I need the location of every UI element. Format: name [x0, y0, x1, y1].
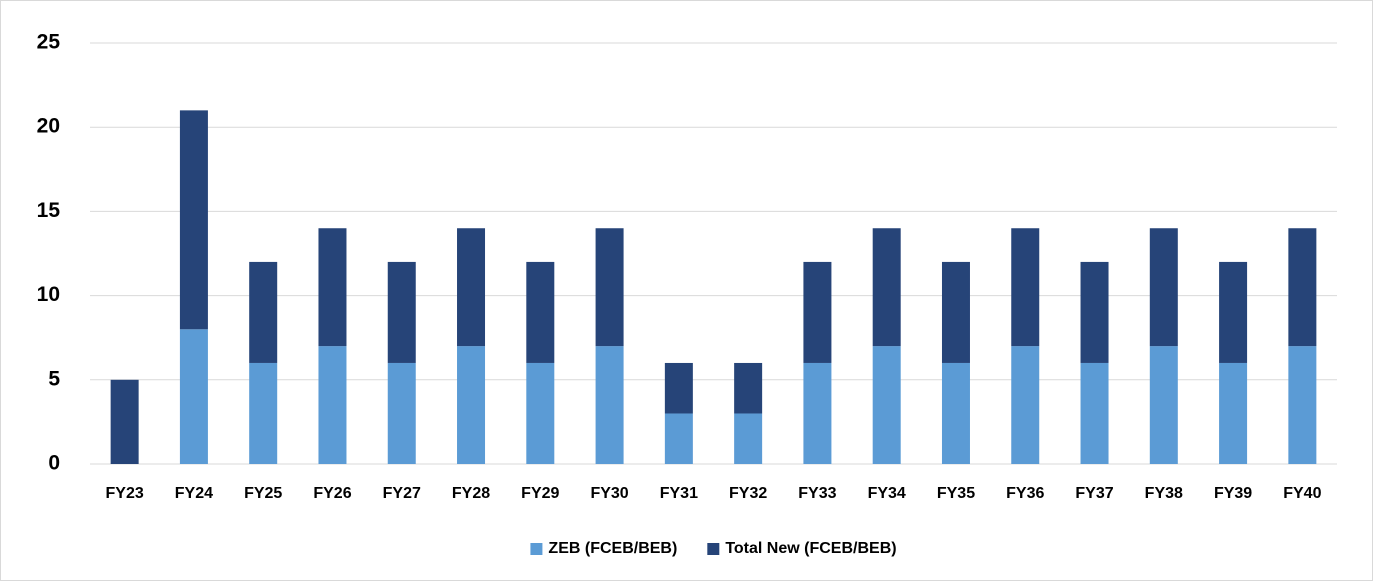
bar-segment [664, 413, 693, 464]
x-tick-label: FY32 [729, 485, 767, 502]
y-tick-label: 25 [37, 31, 61, 54]
x-tick-label: FY28 [452, 485, 490, 502]
bar-segment [941, 261, 970, 363]
bar-segment [803, 261, 832, 363]
x-tick-label: FY26 [313, 485, 351, 502]
bar-segment [1219, 261, 1248, 363]
y-tick-label: 5 [48, 367, 60, 390]
x-tick-label: FY38 [1145, 485, 1183, 502]
bar-segment [1149, 346, 1178, 464]
bar-segment [1080, 362, 1109, 464]
x-tick-label: FY36 [1006, 485, 1044, 502]
bar-segment [179, 329, 208, 464]
bar-segment [1011, 228, 1040, 347]
x-tick-label: FY25 [244, 485, 282, 502]
legend-label: Total New (FCEB/BEB) [725, 540, 896, 557]
x-tick-label: FY24 [175, 485, 213, 502]
y-tick-label: 0 [48, 452, 60, 475]
bar-segment [387, 261, 416, 363]
x-tick-label: FY40 [1283, 485, 1321, 502]
bar-segment [941, 362, 970, 464]
x-tick-label: FY27 [383, 485, 421, 502]
bar-segment [1288, 228, 1317, 347]
x-tick-label: FY35 [937, 485, 975, 502]
bar-segment [595, 346, 624, 464]
bar-segment [457, 228, 486, 347]
x-tick-label: FY29 [521, 485, 559, 502]
y-tick-label: 20 [37, 115, 60, 138]
y-tick-label: 15 [37, 199, 61, 222]
x-tick-label: FY37 [1075, 485, 1113, 502]
bar-segment [318, 346, 347, 464]
bar-segment [318, 228, 347, 347]
bar-segment [734, 362, 763, 414]
bar-segment [595, 228, 624, 347]
legend-swatch [530, 543, 543, 555]
x-tick-label: FY33 [798, 485, 836, 502]
bar-segment [110, 379, 139, 464]
bar-segment [1080, 261, 1109, 363]
bar-segment [1149, 228, 1178, 347]
x-tick-label: FY23 [106, 485, 144, 502]
legend-label: ZEB (FCEB/BEB) [548, 540, 677, 557]
bar-segment [526, 261, 555, 363]
legend-swatch [707, 543, 720, 555]
bar-segment [734, 413, 763, 464]
bar-segment [872, 228, 901, 347]
bar-segment [664, 362, 693, 414]
bar-segment [1011, 346, 1040, 464]
bar-segment [387, 362, 416, 464]
bar-segment [526, 362, 555, 464]
y-tick-label: 10 [37, 283, 60, 306]
x-tick-label: FY39 [1214, 485, 1252, 502]
bar-segment [1219, 362, 1248, 464]
x-tick-label: FY31 [660, 485, 698, 502]
x-tick-label: FY34 [868, 485, 906, 502]
bar-segment [457, 346, 486, 464]
bar-segment [249, 261, 278, 363]
bar-segment [179, 110, 208, 330]
bar-segment [803, 362, 832, 464]
bar-segment [1288, 346, 1317, 464]
bar-segment [872, 346, 901, 464]
x-tick-label: FY30 [590, 485, 628, 502]
bar-segment [249, 362, 278, 464]
